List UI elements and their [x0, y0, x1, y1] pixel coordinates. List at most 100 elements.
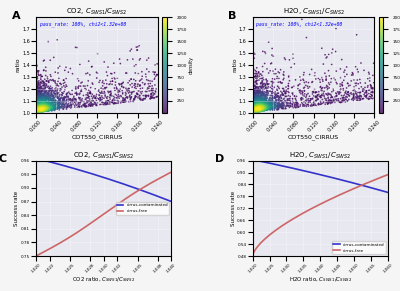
Point — [42, 108, 48, 113]
Point — [266, 98, 272, 103]
Point — [34, 99, 41, 103]
Point — [41, 109, 48, 113]
Point — [254, 101, 260, 106]
Point — [40, 101, 46, 106]
Point — [281, 76, 287, 81]
Point — [257, 108, 263, 113]
X-axis label: COT550_CIRRUS: COT550_CIRRUS — [288, 134, 339, 140]
Point — [35, 107, 41, 111]
Point — [251, 107, 258, 111]
Point — [34, 102, 40, 107]
Point — [38, 106, 44, 111]
Point — [320, 62, 326, 66]
Point — [46, 102, 52, 107]
Point — [293, 103, 300, 108]
Point — [256, 100, 262, 104]
Point — [34, 100, 40, 105]
Point — [51, 107, 58, 111]
Point — [42, 101, 48, 106]
Point — [33, 99, 40, 104]
Point — [333, 93, 340, 98]
Point — [53, 91, 60, 96]
Point — [262, 96, 268, 101]
Point — [254, 103, 260, 108]
Point — [369, 89, 376, 94]
Point — [38, 97, 44, 102]
Point — [254, 100, 260, 104]
Point — [258, 106, 264, 111]
Point — [72, 45, 79, 50]
Point — [341, 98, 348, 103]
Point — [38, 110, 44, 114]
Point — [252, 109, 258, 114]
Point — [48, 78, 55, 83]
Point — [38, 94, 44, 99]
Point — [276, 97, 282, 101]
Point — [250, 84, 256, 89]
Point — [43, 95, 49, 100]
Point — [54, 105, 60, 110]
Point — [255, 106, 262, 110]
Point — [258, 107, 264, 111]
Point — [257, 108, 264, 113]
Point — [118, 81, 125, 86]
Point — [254, 108, 261, 113]
Point — [259, 102, 265, 106]
Point — [344, 72, 350, 77]
Point — [250, 99, 257, 104]
Point — [57, 98, 63, 103]
Point — [94, 92, 100, 97]
Point — [52, 104, 58, 109]
Point — [132, 94, 139, 99]
Point — [268, 101, 274, 106]
Point — [318, 84, 324, 89]
Point — [35, 108, 41, 112]
Point — [35, 80, 41, 85]
Point — [35, 105, 42, 109]
Point — [34, 109, 41, 114]
Point — [110, 101, 117, 106]
Point — [257, 108, 263, 113]
Point — [270, 100, 277, 104]
Point — [46, 80, 52, 85]
Point — [97, 95, 103, 100]
Point — [252, 99, 258, 104]
Point — [82, 97, 88, 102]
Point — [36, 99, 42, 103]
Point — [269, 89, 275, 94]
Point — [257, 104, 264, 109]
Point — [47, 103, 54, 107]
Point — [325, 101, 331, 106]
Point — [38, 107, 44, 111]
Point — [46, 104, 52, 108]
Point — [261, 102, 267, 107]
Point — [302, 83, 309, 88]
Point — [34, 110, 40, 115]
Point — [258, 81, 264, 86]
Point — [34, 107, 40, 112]
Point — [251, 104, 257, 109]
Point — [96, 88, 102, 92]
Point — [305, 98, 311, 103]
Point — [254, 103, 260, 108]
Point — [342, 100, 348, 104]
Point — [333, 80, 340, 85]
Point — [355, 90, 361, 95]
Point — [74, 93, 80, 97]
Point — [114, 95, 120, 100]
Point — [262, 96, 268, 100]
Point — [35, 71, 42, 75]
Point — [34, 109, 41, 114]
Point — [45, 91, 51, 95]
Point — [40, 105, 47, 110]
Point — [274, 104, 280, 109]
Point — [253, 104, 260, 109]
Point — [40, 107, 47, 112]
Point — [35, 109, 42, 114]
Point — [33, 110, 40, 115]
Point — [39, 107, 46, 112]
Point — [37, 109, 43, 114]
Point — [256, 103, 262, 108]
Point — [42, 105, 49, 109]
Point — [38, 107, 45, 112]
